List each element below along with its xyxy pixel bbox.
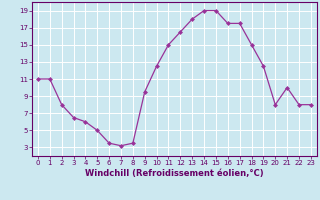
X-axis label: Windchill (Refroidissement éolien,°C): Windchill (Refroidissement éolien,°C) (85, 169, 264, 178)
